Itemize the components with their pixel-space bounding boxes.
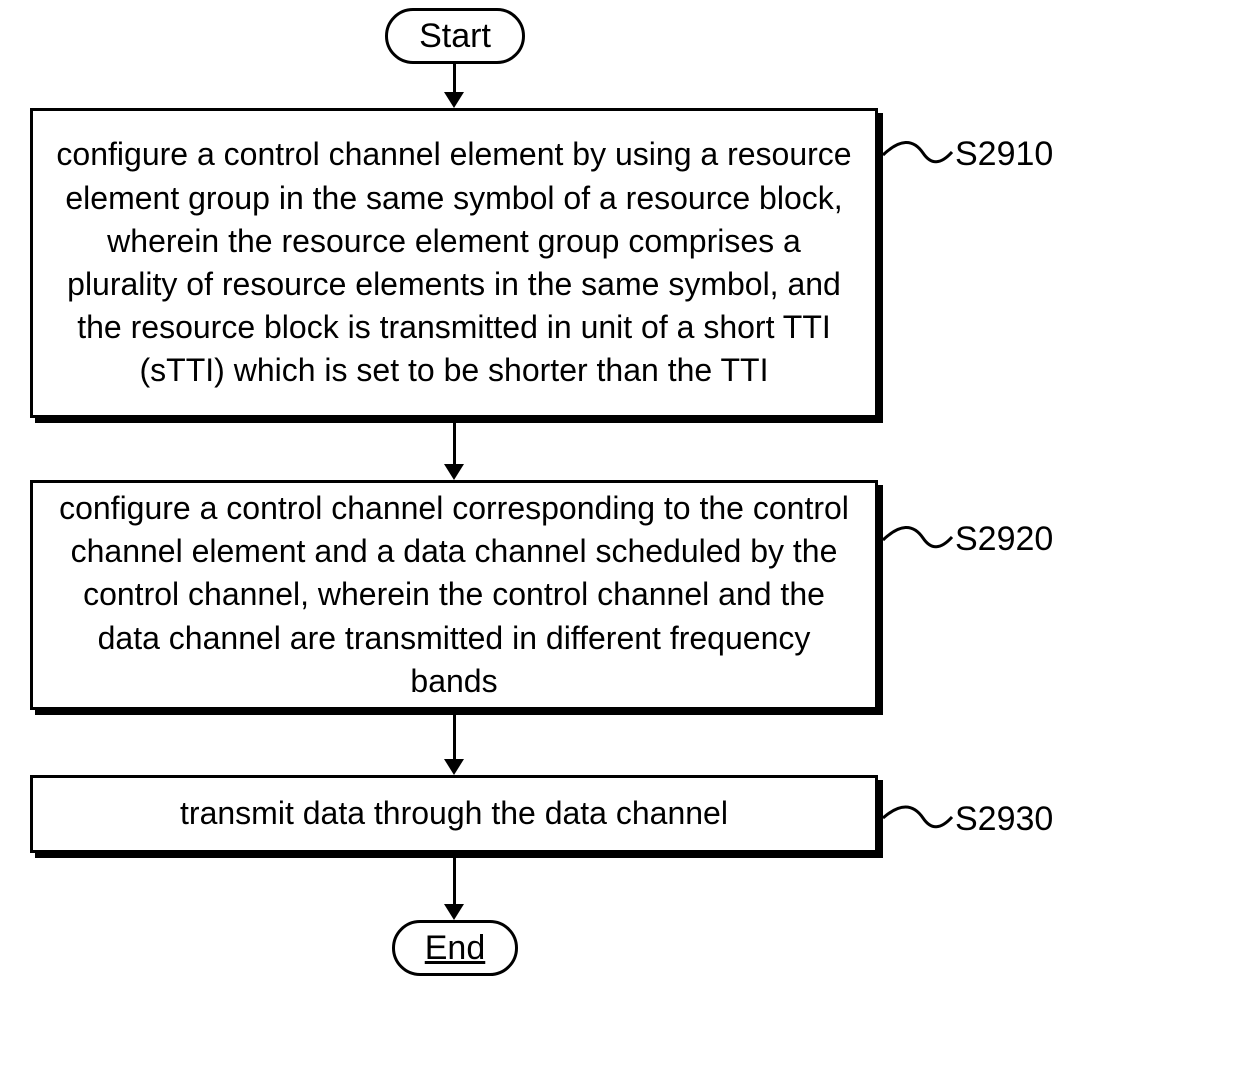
start-terminal: Start — [385, 8, 525, 64]
start-label: Start — [419, 17, 491, 56]
connector-2 — [883, 520, 955, 560]
step-3-label: S2930 — [955, 800, 1053, 839]
process-step-1: configure a control channel element by u… — [30, 108, 878, 418]
end-terminal: End — [392, 920, 518, 976]
connector-3 — [883, 800, 955, 840]
connector-1 — [883, 135, 955, 175]
process-step-1-text: configure a control channel element by u… — [53, 133, 855, 392]
arrow-1 — [453, 64, 456, 94]
process-step-2: configure a control channel correspondin… — [30, 480, 878, 710]
arrow-3 — [453, 715, 456, 761]
arrow-4-head — [444, 904, 464, 920]
arrow-2 — [453, 423, 456, 466]
arrow-4 — [453, 858, 456, 906]
step-1-label: S2910 — [955, 135, 1053, 174]
process-step-2-text: configure a control channel correspondin… — [53, 487, 855, 703]
arrow-1-head — [444, 92, 464, 108]
arrow-3-head — [444, 759, 464, 775]
end-label: End — [425, 929, 486, 968]
arrow-2-head — [444, 464, 464, 480]
flowchart-container: Start configure a control channel elemen… — [0, 0, 1240, 1073]
process-step-3-text: transmit data through the data channel — [180, 792, 728, 835]
step-2-label: S2920 — [955, 520, 1053, 559]
process-step-3: transmit data through the data channel — [30, 775, 878, 853]
